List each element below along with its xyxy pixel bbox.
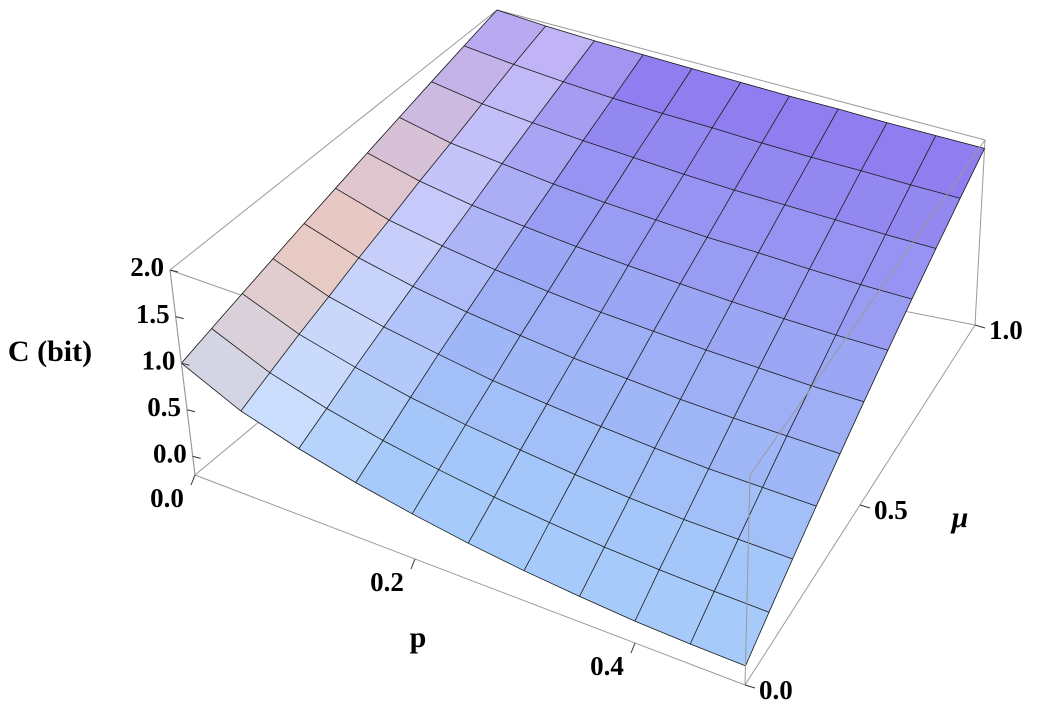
y-axis-label: μ xyxy=(950,501,969,534)
y-tick-label: 0.0 xyxy=(759,675,793,705)
z-tick-label: 0.5 xyxy=(147,392,181,422)
box-edge xyxy=(744,474,751,686)
box-edge xyxy=(169,269,196,476)
z-axis-label: C (bit) xyxy=(8,335,92,368)
z-tick xyxy=(186,409,196,413)
mesh-line xyxy=(355,54,644,483)
box-edge xyxy=(169,9,498,271)
box-edge xyxy=(749,139,986,476)
mesh-line xyxy=(634,122,888,622)
box-edge xyxy=(974,139,986,326)
x-tick-label: 0.0 xyxy=(150,483,184,513)
mesh-line xyxy=(467,82,742,544)
y-tick xyxy=(744,684,756,689)
x-tick-label: 0.4 xyxy=(590,651,624,681)
x-tick xyxy=(410,558,416,570)
z-tick xyxy=(169,269,179,273)
z-tick-label: 1.5 xyxy=(136,299,170,329)
z-tick xyxy=(192,455,201,459)
x-tick xyxy=(190,474,196,486)
box-edge xyxy=(496,9,986,141)
y-tick-label: 0.5 xyxy=(874,495,908,525)
mesh-line xyxy=(298,40,595,449)
z-tick xyxy=(175,316,184,320)
y-tick-label: 1.0 xyxy=(989,315,1023,345)
z-tick-label: 2.0 xyxy=(130,252,164,282)
x-tick xyxy=(630,642,636,654)
box-edge xyxy=(194,474,746,686)
mesh-line xyxy=(745,148,985,667)
x-tick-label: 0.2 xyxy=(370,567,404,597)
z-tick-label: 1.0 xyxy=(142,345,176,375)
z-tick xyxy=(181,362,190,366)
mesh-line xyxy=(579,108,839,597)
y-tick xyxy=(859,504,871,509)
mesh-line xyxy=(240,25,547,412)
mesh-line xyxy=(411,68,693,515)
mesh-line xyxy=(523,95,790,571)
mesh-line xyxy=(181,9,498,364)
y-tick xyxy=(974,324,986,329)
mesh-line xyxy=(689,135,937,645)
z-tick-label: 0.0 xyxy=(153,439,187,469)
x-axis-label: p xyxy=(410,621,427,654)
